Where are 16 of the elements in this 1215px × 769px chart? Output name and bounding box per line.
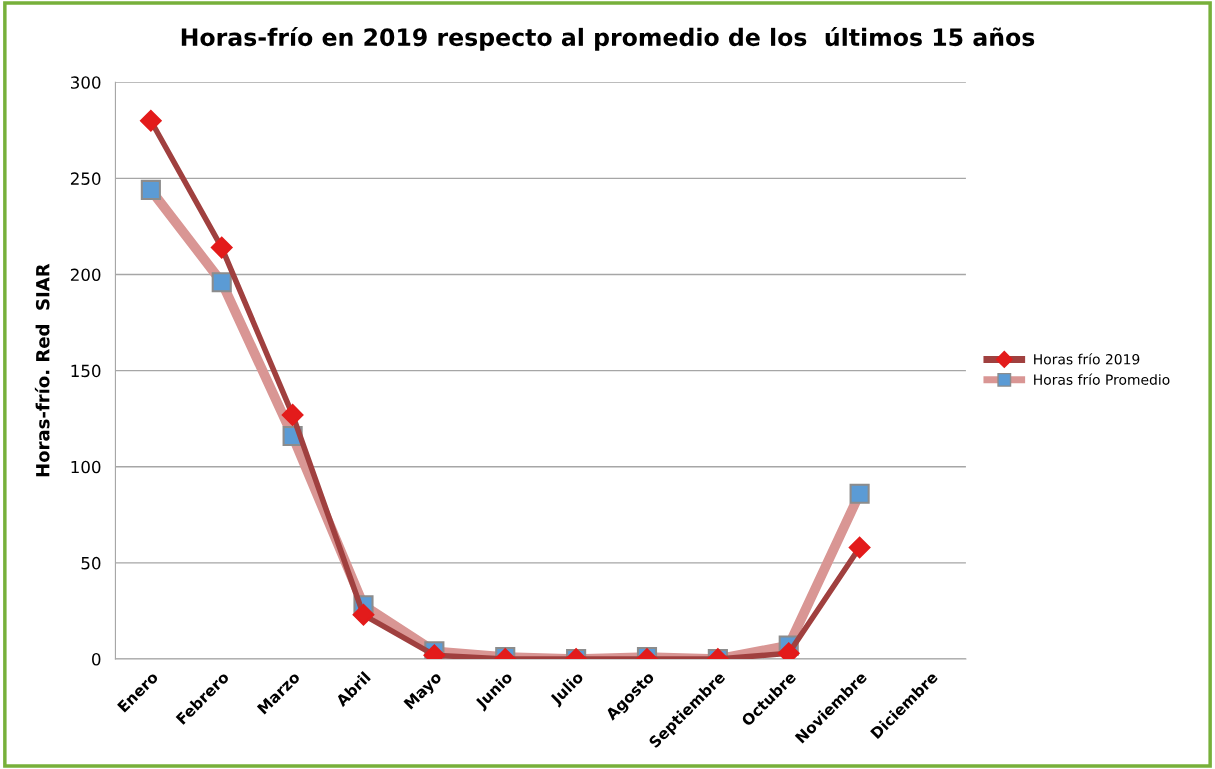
point bbox=[281, 404, 304, 426]
point bbox=[140, 179, 161, 201]
y-tick-label: 150 bbox=[71, 364, 101, 378]
y-tick-label: 250 bbox=[70, 172, 101, 185]
y-tick-label: 50 bbox=[81, 556, 101, 570]
legend-label: Horas frío 2019 bbox=[1034, 353, 1140, 365]
y-tick-label: 100 bbox=[71, 460, 101, 474]
point bbox=[211, 272, 232, 293]
point bbox=[140, 109, 162, 132]
point bbox=[210, 236, 233, 259]
y-tick-label: 300 bbox=[70, 76, 101, 89]
y-tick-label: 0 bbox=[92, 653, 101, 666]
y-tick-label: 200 bbox=[70, 268, 101, 282]
legend-label: Horas frío Promedio bbox=[1034, 373, 1170, 385]
chart-title: Horas-frío en 2019 respecto al promedio de los últimos 15 años bbox=[181, 26, 1035, 51]
y-axis-title: Horas-frío. Red SIAR bbox=[34, 263, 50, 477]
